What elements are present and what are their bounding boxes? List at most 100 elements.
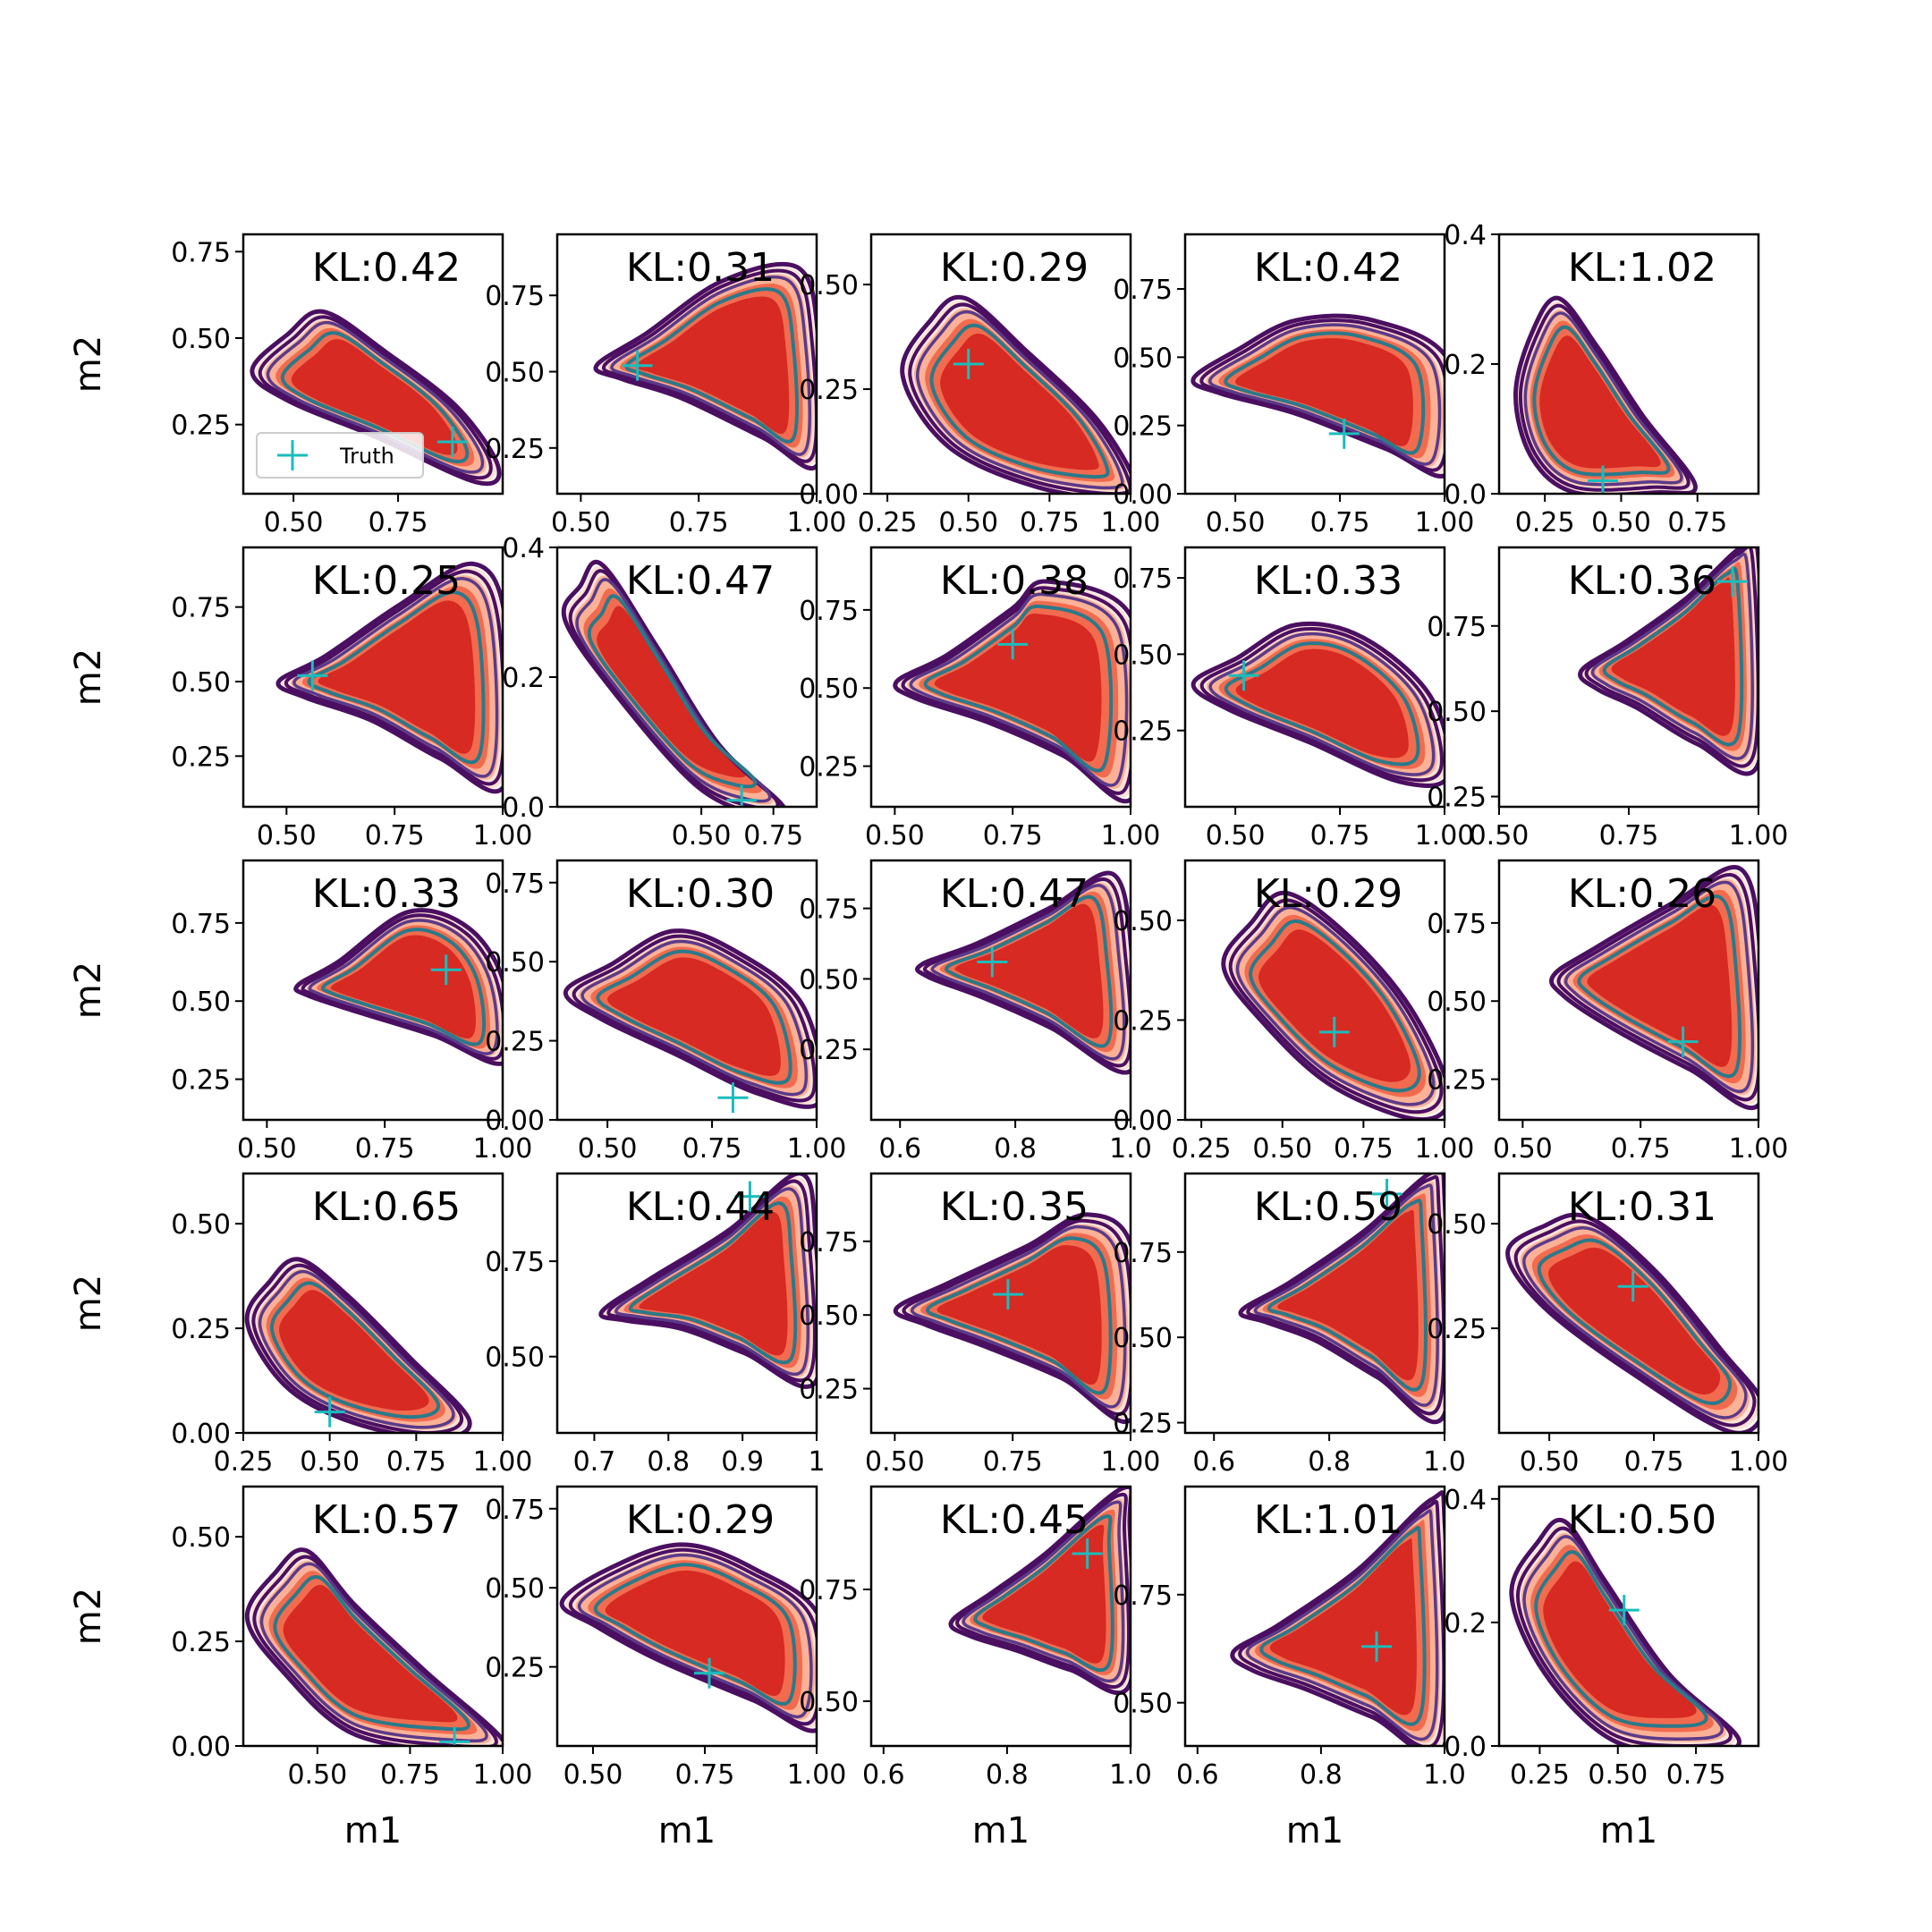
contour-line-2: [284, 569, 503, 786]
x-tick-label: 0.8: [1308, 1446, 1351, 1478]
density-plot: [1191, 621, 1445, 788]
contour-line-2: [572, 934, 817, 1103]
contour-line-1: [915, 870, 1131, 1075]
truth-marker: [694, 1657, 724, 1689]
density-fill-level-4: [1235, 648, 1409, 758]
truth-marker: [1608, 1595, 1640, 1626]
contour-line-1: [244, 1547, 503, 1746]
truth-marker: [717, 1082, 749, 1114]
contour-line-4: [320, 928, 487, 1046]
contour-line-1: [1238, 1174, 1445, 1424]
contour-line-1: [563, 928, 817, 1109]
x-tick-label: 0.9: [721, 1446, 764, 1478]
y-tick-label: 0.75: [171, 237, 231, 268]
x-tick-label: 0.50: [578, 1133, 638, 1165]
x-tick-label: 0.75: [1310, 507, 1370, 538]
contour-line-2: [1513, 1219, 1757, 1428]
contour-line-1: [250, 309, 502, 487]
x-tick-label: 0.50: [938, 507, 998, 538]
contour-line-4: [973, 1514, 1114, 1673]
x-tick-label: 0.50: [300, 1446, 360, 1478]
contour-line-3: [308, 919, 499, 1055]
axes-frame: [869, 859, 1132, 1122]
contour-line-4: [628, 1201, 798, 1365]
x-tick-label: 0.8: [1300, 1759, 1343, 1791]
y-tick-label: 0.50: [1113, 343, 1173, 374]
x-tick-label: 0.25: [1510, 1759, 1570, 1791]
contour-line-3: [1563, 880, 1755, 1094]
y-tick-label: 0.50: [171, 987, 231, 1018]
panel-2: KL:0.31 0.50 0.75 1.00 0.75 0.50 0.25: [485, 233, 846, 538]
x-tick-label: 1.00: [1415, 820, 1475, 852]
density-fill-level-4: [318, 600, 476, 754]
contour-line-1: [1578, 547, 1758, 776]
contour-line-2: [258, 315, 493, 480]
contour-line-4: [929, 323, 1110, 479]
density-fill-level-4: [639, 1211, 788, 1356]
contour-line-1: [1191, 621, 1445, 788]
x-tick-label: 1.0: [1423, 1446, 1466, 1478]
axes-frame: [1497, 1172, 1760, 1435]
panel-14: KL:0.290.25 0.50 0.75 1.000.500.250.00: [1113, 859, 1475, 1165]
panel-20: KL:0.31 0.50 0.75 1.00 0.50 0.25: [1427, 1172, 1788, 1478]
axes-frame: [1183, 546, 1446, 809]
y-tick-label: 0.0: [502, 792, 545, 824]
y-tick-label: 0.00: [1113, 1106, 1173, 1137]
y-tick-label: 0.4: [1444, 1485, 1487, 1516]
y-tick-label: 0.00: [799, 479, 859, 511]
x-tick-label: 0.75: [1599, 820, 1659, 852]
x-tick-label: 0.25: [1515, 507, 1575, 538]
y-tick-label: 0.75: [1113, 1580, 1173, 1612]
y-tick-label: 0.25: [485, 434, 545, 465]
density-fill-level-4: [936, 1245, 1102, 1385]
axes-frame: [555, 859, 818, 1122]
y-tick-label: 0.75: [485, 869, 545, 900]
density-fill-level-4: [1235, 338, 1413, 446]
density-plot: [1230, 1490, 1445, 1746]
density-plot: [293, 908, 503, 1066]
contour-line-3: [259, 1562, 488, 1743]
contour-line-4: [593, 1563, 797, 1706]
y-tick-label: 0.50: [1113, 906, 1173, 937]
y-tick-label: 0.50: [1427, 987, 1487, 1018]
kl-label: KL:0.29: [1254, 871, 1402, 917]
y-tick-label: 0.75: [485, 1247, 545, 1278]
contour-line-2: [1238, 1499, 1445, 1746]
x-axis-label: m1: [972, 1810, 1030, 1852]
density-plot: [244, 1257, 472, 1433]
density-plot: [598, 1174, 817, 1389]
x-axis-label: m1: [1286, 1810, 1343, 1852]
axes-frame: [242, 233, 504, 496]
axes-frame: [1183, 1172, 1446, 1435]
contour-line-3: [1235, 906, 1436, 1106]
x-tick-label: 0.75: [1611, 1133, 1671, 1165]
y-tick-label: 0.50: [485, 1343, 545, 1374]
y-tick-label: 0.50: [1113, 640, 1173, 671]
panel-9: KL:0.33 0.50 0.75 1.00 0.75 0.50 0.25: [1113, 546, 1475, 852]
x-tick-label: 0.50: [1206, 820, 1266, 852]
density-fill-level-4: [1277, 1209, 1419, 1381]
truth-marker: [734, 1181, 766, 1212]
density-plot: [1191, 313, 1445, 479]
x-tick-label: 0.75: [743, 820, 803, 852]
axes-frame: [1183, 1485, 1446, 1748]
y-tick-label: 0.4: [502, 533, 545, 564]
x-tick-label: 1.00: [1415, 1133, 1475, 1165]
contour-line-2: [955, 1492, 1131, 1689]
x-tick-label: 1.00: [787, 1133, 847, 1165]
contour-line-1: [1191, 313, 1445, 479]
x-tick-label: 0.8: [647, 1446, 690, 1478]
panel-22: KL:0.29 0.50 0.75 1.00 0.75 0.50 0.25 m1: [485, 1485, 846, 1852]
contour-line-4: [1534, 1550, 1708, 1728]
x-tick-label: 0.50: [1206, 507, 1266, 538]
density-fill-level-4: [1611, 577, 1735, 736]
legend-label: Truth: [339, 444, 394, 469]
x-tick-label: 0.75: [983, 820, 1043, 852]
x-tick-label: 1.00: [473, 1446, 533, 1478]
y-tick-label: 0.50: [171, 1209, 231, 1241]
y-axis-label: m2: [68, 1275, 109, 1332]
y-tick-label: 0.50: [1113, 1323, 1173, 1354]
truth-marker: [1361, 1631, 1393, 1662]
x-tick-label: 0.6: [878, 1133, 921, 1165]
